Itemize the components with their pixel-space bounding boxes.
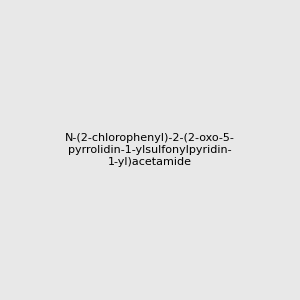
Text: N-(2-chlorophenyl)-2-(2-oxo-5-
pyrrolidin-1-ylsulfonylpyridin-
1-yl)acetamide: N-(2-chlorophenyl)-2-(2-oxo-5- pyrrolidi… (65, 134, 235, 166)
